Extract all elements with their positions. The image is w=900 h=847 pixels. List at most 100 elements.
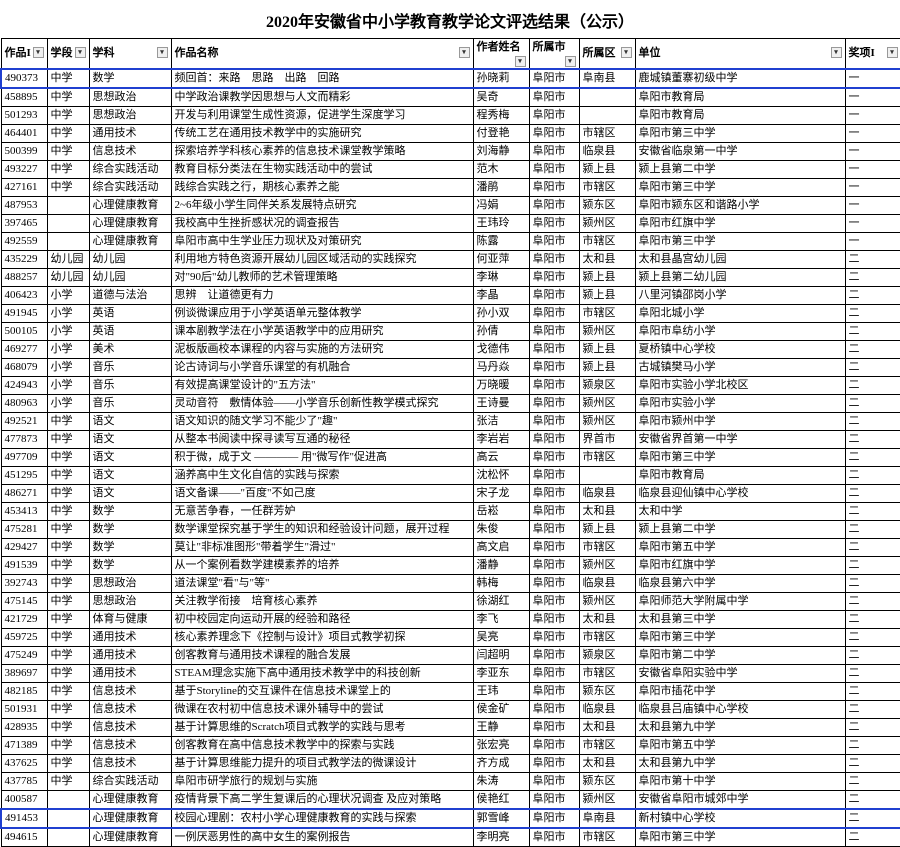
- filter-icon[interactable]: ▾: [459, 47, 470, 58]
- cell-unit: 阜阳市第五中学: [635, 737, 845, 755]
- filter-icon[interactable]: ▾: [75, 47, 86, 58]
- cell-id: 488257: [1, 269, 47, 287]
- cell-city: 阜阳市: [529, 251, 579, 269]
- cell-title: 阜阳市高中生学业压力现状及对策研究: [171, 233, 473, 251]
- cell-author: 岳崧: [473, 503, 529, 521]
- table-row: 392743中学思想政治道法课堂"看"与"等"韩梅阜阳市临泉县临泉县第六中学二: [1, 575, 900, 593]
- cell-title: 关注教学衔接 培育核心素养: [171, 593, 473, 611]
- cell-district: 太和县: [579, 755, 635, 773]
- cell-subject: 综合实践活动: [89, 161, 171, 179]
- cell-city: 阜阳市: [529, 233, 579, 251]
- filter-icon[interactable]: ▾: [621, 47, 632, 58]
- cell-award: 二: [845, 647, 900, 665]
- cell-subject: 心理健康教育: [89, 791, 171, 810]
- table-row: 437785中学综合实践活动阜阳市研学旅行的规划与实施朱涛阜阳市颍东区阜阳市第十…: [1, 773, 900, 791]
- cell-district: 市辖区: [579, 125, 635, 143]
- cell-stage: 小学: [47, 359, 89, 377]
- cell-city: 阜阳市: [529, 467, 579, 485]
- cell-award: 二: [845, 377, 900, 395]
- cell-author: 王诗曼: [473, 395, 529, 413]
- cell-unit: 阜阳市第三中学: [635, 449, 845, 467]
- header-author[interactable]: 作者姓名▾: [473, 39, 529, 70]
- header-title[interactable]: 作品名称▾: [171, 39, 473, 70]
- cell-unit: 阜阳市第三中学: [635, 179, 845, 197]
- cell-district: 颍上县: [579, 287, 635, 305]
- header-city[interactable]: 所属市▾: [529, 39, 579, 70]
- cell-id: 491539: [1, 557, 47, 575]
- header-district[interactable]: 所属区▾: [579, 39, 635, 70]
- cell-subject: 数学: [89, 69, 171, 88]
- cell-subject: 英语: [89, 323, 171, 341]
- cell-city: 阜阳市: [529, 449, 579, 467]
- cell-id: 501931: [1, 701, 47, 719]
- cell-subject: 信息技术: [89, 755, 171, 773]
- cell-award: 二: [845, 737, 900, 755]
- cell-title: 创客教育与通用技术课程的融合发展: [171, 647, 473, 665]
- cell-unit: 新村镇中心学校: [635, 809, 845, 828]
- cell-subject: 通用技术: [89, 665, 171, 683]
- table-row: 491539中学数学从一个案例看数学建模素养的培养潘静阜阳市颍州区阜阳市红旗中学…: [1, 557, 900, 575]
- cell-stage: 中学: [47, 69, 89, 88]
- cell-unit: 阜阳市颍东区和谐路小学: [635, 197, 845, 215]
- cell-author: 张宏亮: [473, 737, 529, 755]
- cell-title: 中学政治课教学因思想与人文而精彩: [171, 88, 473, 107]
- cell-author: 闫超明: [473, 647, 529, 665]
- cell-city: 阜阳市: [529, 791, 579, 810]
- cell-district: 临泉县: [579, 701, 635, 719]
- table-row: 492521中学语文语文知识的随文学习不能少了"趣"张洁阜阳市颍州区阜阳市颍州中…: [1, 413, 900, 431]
- cell-author: 潘静: [473, 557, 529, 575]
- table-row: 424943小学音乐有效提高课堂设计的"五方法"万晓暖阜阳市颍泉区阜阳市实验小学…: [1, 377, 900, 395]
- cell-author: 孙小双: [473, 305, 529, 323]
- filter-icon[interactable]: ▾: [515, 56, 526, 67]
- cell-stage: 中学: [47, 107, 89, 125]
- header-subject[interactable]: 学科▾: [89, 39, 171, 70]
- header-id[interactable]: 作品I▾: [1, 39, 47, 70]
- cell-subject: 音乐: [89, 377, 171, 395]
- cell-district: 临泉县: [579, 143, 635, 161]
- cell-author: 戈德伟: [473, 341, 529, 359]
- cell-award: 二: [845, 719, 900, 737]
- cell-subject: 语文: [89, 449, 171, 467]
- cell-unit: 阜阳市第三中学: [635, 125, 845, 143]
- cell-id: 469277: [1, 341, 47, 359]
- cell-subject: 思想政治: [89, 575, 171, 593]
- filter-icon[interactable]: ▾: [565, 56, 576, 67]
- cell-unit: 临泉县迎仙镇中心学校: [635, 485, 845, 503]
- cell-unit: 太和中学: [635, 503, 845, 521]
- cell-title: 微课在农村初中信息技术课外辅导中的尝试: [171, 701, 473, 719]
- cell-author: 陈露: [473, 233, 529, 251]
- cell-title: 开发与利用课堂生成性资源，促进学生深度学习: [171, 107, 473, 125]
- cell-unit: 阜阳市第五中学: [635, 539, 845, 557]
- cell-district: 界首市: [579, 431, 635, 449]
- cell-stage: 中学: [47, 467, 89, 485]
- cell-stage: 中学: [47, 143, 89, 161]
- cell-id: 400587: [1, 791, 47, 810]
- cell-award: 二: [845, 593, 900, 611]
- cell-award: 二: [845, 413, 900, 431]
- cell-unit: 太和县第九中学: [635, 755, 845, 773]
- cell-city: 阜阳市: [529, 665, 579, 683]
- filter-icon[interactable]: ▾: [157, 47, 168, 58]
- cell-author: 李明亮: [473, 828, 529, 847]
- table-row: 492559心理健康教育阜阳市高中生学业压力现状及对策研究陈露阜阳市市辖区阜阳市…: [1, 233, 900, 251]
- cell-subject: 思想政治: [89, 107, 171, 125]
- cell-unit: 阜阳市第三中学: [635, 233, 845, 251]
- page-title: 2020年安徽省中小学教育教学论文评选结果（公示）: [0, 0, 900, 38]
- filter-icon[interactable]: ▾: [887, 47, 898, 58]
- cell-title: 核心素养理念下《控制与设计》项目式教学初探: [171, 629, 473, 647]
- cell-subject: 美术: [89, 341, 171, 359]
- filter-icon[interactable]: ▾: [831, 47, 842, 58]
- cell-award: 一: [845, 88, 900, 107]
- cell-award: 二: [845, 269, 900, 287]
- cell-unit: 太和县第三中学: [635, 611, 845, 629]
- cell-title: 频回首：来路 思路 出路 回路: [171, 69, 473, 88]
- cell-title: 思辨 让道德更有力: [171, 287, 473, 305]
- cell-city: 阜阳市: [529, 809, 579, 828]
- table-row: 490373中学数学频回首：来路 思路 出路 回路孙晓莉阜阳市阜南县鹿城镇董寨初…: [1, 69, 900, 88]
- header-unit[interactable]: 单位▾: [635, 39, 845, 70]
- filter-icon[interactable]: ▾: [33, 47, 44, 58]
- cell-award: 二: [845, 575, 900, 593]
- header-stage[interactable]: 学段▾: [47, 39, 89, 70]
- header-award[interactable]: 奖项I▾: [845, 39, 900, 70]
- cell-title: 传统工艺在通用技术教学中的实施研究: [171, 125, 473, 143]
